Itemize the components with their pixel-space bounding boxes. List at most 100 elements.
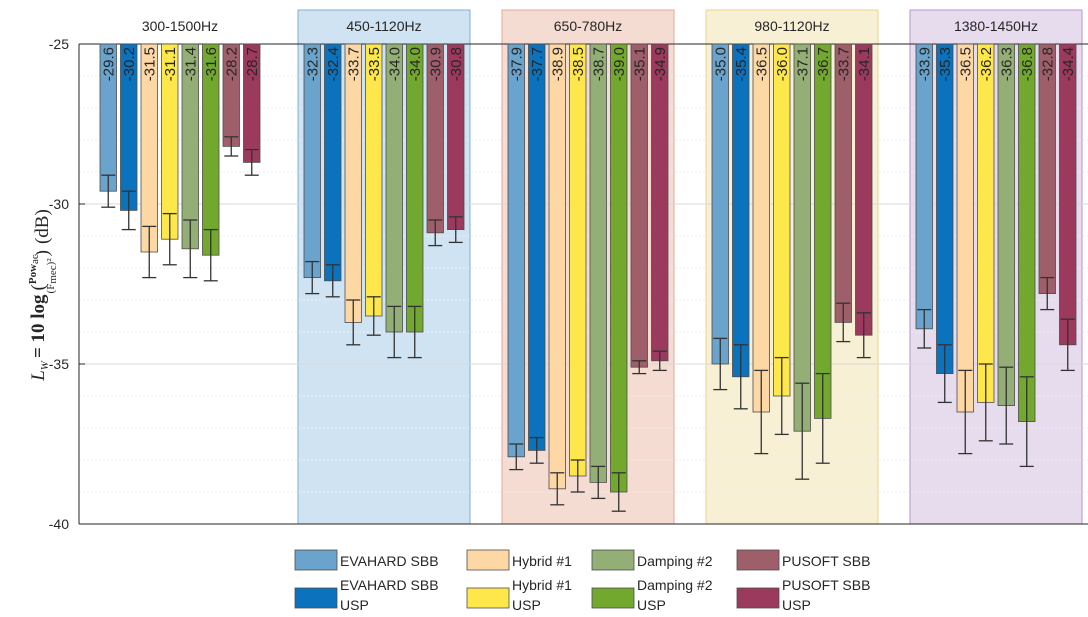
data-label-evahard-sbb-980-1120hz: -35.0 xyxy=(712,47,729,81)
bar-pusoft-sbb-usp-1380-1450hz xyxy=(1059,43,1077,346)
data-label-pusoft-sbb-usp-450-1120hz: -30.8 xyxy=(448,47,465,81)
group-highlight-980-1120hz xyxy=(705,9,879,525)
legend-item-pusoft-sbb: PUSOFT SBB xyxy=(736,549,870,571)
ylabel-denominator-exp: )² xyxy=(45,258,57,266)
legend-swatch xyxy=(466,549,510,571)
category-label: 1380-1450Hz xyxy=(954,18,1038,34)
data-label-pusoft-sbb-450-1120hz: -30.9 xyxy=(427,47,444,81)
data-label-evahard-sbb-usp-650-780hz: -37.7 xyxy=(529,47,546,81)
legend-item-evahard-sbb: EVAHARD SBB xyxy=(294,549,439,571)
data-label-hybrid-1-usp-300-1500hz: -31.1 xyxy=(162,47,179,81)
bar-hybrid-1-1380-1450hz xyxy=(956,43,974,413)
ylabel-rhs: = 10 log xyxy=(28,294,49,358)
bar-damping-2-980-1120hz xyxy=(793,43,811,432)
legend-label: PUSOFT SBB xyxy=(782,553,870,569)
data-label-damping-2-usp-1380-1450hz: -36.8 xyxy=(1019,47,1036,81)
bars-layer xyxy=(99,43,1077,512)
data-label-hybrid-1-1380-1450hz: -36.5 xyxy=(957,47,974,81)
data-label-hybrid-1-300-1500hz: -31.5 xyxy=(141,47,158,81)
bar-hybrid-1-usp-450-1120hz xyxy=(365,43,383,317)
bar-evahard-sbb-usp-650-780hz xyxy=(528,43,546,451)
bar-evahard-sbb-1380-1450hz xyxy=(915,43,933,330)
bar-hybrid-1-usp-650-780hz xyxy=(569,43,587,477)
y-tick-label: -25 xyxy=(49,36,69,52)
legend-label: Damping #2 xyxy=(637,553,713,569)
legend-label: USP xyxy=(782,597,811,613)
legend-swatch xyxy=(736,587,780,609)
data-label-pusoft-sbb-usp-650-780hz: -34.9 xyxy=(652,47,669,81)
legend-label: USP xyxy=(512,597,541,613)
ylabel-denominator-sub: mec xyxy=(47,265,59,283)
legend: EVAHARD SBB EVAHARD SBB USP Hybrid #1 Hybrid… xyxy=(294,549,870,613)
bar-damping-2-650-780hz xyxy=(589,43,607,483)
data-label-pusoft-sbb-980-1120hz: -33.7 xyxy=(835,47,852,81)
legend-swatch xyxy=(294,587,338,609)
data-label-hybrid-1-usp-650-780hz: -38.5 xyxy=(570,47,587,81)
legend-item-evahard-sbb-usp: EVAHARD SBB USP xyxy=(294,577,439,613)
data-labels-layer: -29.6 -30.2 -31.5 -31.1 -31.4 -31.6 -28.2 -28.7… xyxy=(100,47,1077,81)
data-label-pusoft-sbb-usp-980-1120hz: -34.1 xyxy=(856,47,873,81)
legend-item-hybrid-1-usp: Hybrid #1 USP xyxy=(466,577,572,613)
legend-item-damping-2: Damping #2 xyxy=(591,549,713,571)
bar-damping-2-1380-1450hz xyxy=(997,43,1015,407)
bar-damping-2-usp-450-1120hz xyxy=(406,43,424,333)
bar-hybrid-1-450-1120hz xyxy=(344,43,362,323)
legend-swatch xyxy=(591,549,635,571)
y-tick-label: -30 xyxy=(49,196,69,212)
data-label-hybrid-1-450-1120hz: -33.7 xyxy=(345,47,362,81)
category-label: 300-1500Hz xyxy=(142,18,218,34)
data-label-hybrid-1-650-780hz: -38.9 xyxy=(549,47,566,81)
bar-evahard-sbb-usp-1380-1450hz xyxy=(936,43,954,375)
data-label-pusoft-sbb-300-1500hz: -28.2 xyxy=(223,47,240,81)
bar-damping-2-450-1120hz xyxy=(385,43,403,333)
data-label-damping-2-1380-1450hz: -36.3 xyxy=(998,47,1015,81)
data-label-evahard-sbb-650-780hz: -37.9 xyxy=(508,47,525,81)
legend-label: USP xyxy=(340,597,369,613)
data-label-pusoft-sbb-650-780hz: -35.1 xyxy=(631,47,648,81)
data-label-evahard-sbb-usp-450-1120hz: -32.4 xyxy=(325,47,342,81)
data-label-pusoft-sbb-1380-1450hz: -32.8 xyxy=(1039,47,1056,81)
data-label-damping-2-450-1120hz: -34.0 xyxy=(386,47,403,81)
y-tick-label: -35 xyxy=(49,356,69,372)
data-label-hybrid-1-usp-980-1120hz: -36.0 xyxy=(774,47,791,81)
legend-label: USP xyxy=(637,597,666,613)
data-label-evahard-sbb-450-1120hz: -32.3 xyxy=(304,47,321,81)
data-label-damping-2-usp-980-1120hz: -36.7 xyxy=(815,47,832,81)
bar-pusoft-sbb-980-1120hz xyxy=(834,43,852,323)
data-label-pusoft-sbb-usp-300-1500hz: -28.7 xyxy=(244,47,261,81)
data-label-pusoft-sbb-usp-1380-1450hz: -34.4 xyxy=(1060,47,1077,81)
bar-hybrid-1-usp-1380-1450hz xyxy=(977,43,995,403)
ylabel-lhs: L xyxy=(28,370,49,382)
legend-label: Hybrid #1 xyxy=(512,553,572,569)
ylabel-numerator: Pow xyxy=(27,264,39,284)
legend-label: EVAHARD SBB xyxy=(340,553,439,569)
group-highlight-1380-1450hz xyxy=(909,9,1083,525)
ylabel-numerator-sub: ac. xyxy=(29,251,41,264)
group-highlight-450-1120hz xyxy=(297,9,471,525)
legend-item-damping-2-usp: Damping #2 USP xyxy=(591,577,713,613)
data-label-evahard-sbb-300-1500hz: -29.6 xyxy=(100,47,117,81)
bar-evahard-sbb-usp-980-1120hz xyxy=(732,43,750,378)
data-label-damping-2-usp-450-1120hz: -34.0 xyxy=(407,47,424,81)
legend-item-hybrid-1: Hybrid #1 xyxy=(466,549,572,571)
legend-label: PUSOFT SBB xyxy=(782,577,870,593)
legend-label: Damping #2 xyxy=(637,577,713,593)
data-label-hybrid-1-980-1120hz: -36.5 xyxy=(753,47,770,81)
y-axis-label: LW= 10 log(Powac.(Fmec)²)(dB) xyxy=(27,209,59,382)
bar-damping-2-usp-1380-1450hz xyxy=(1018,43,1036,423)
legend-swatch xyxy=(466,587,510,609)
data-label-evahard-sbb-usp-1380-1450hz: -35.3 xyxy=(937,47,954,81)
ylabel-denominator: (F xyxy=(45,284,57,294)
legend-label: EVAHARD SBB xyxy=(340,577,439,593)
bar-pusoft-sbb-usp-980-1120hz xyxy=(855,43,873,336)
data-label-damping-2-980-1120hz: -37.1 xyxy=(794,47,811,81)
category-label: 450-1120Hz xyxy=(346,18,421,34)
group-highlight-650-780hz xyxy=(501,9,675,525)
bar-hybrid-1-980-1120hz xyxy=(752,43,770,413)
legend-swatch xyxy=(591,587,635,609)
bar-evahard-sbb-650-780hz xyxy=(507,43,525,458)
bar-pusoft-sbb-usp-650-780hz xyxy=(651,43,669,362)
category-label: 650-780Hz xyxy=(554,18,623,34)
legend-item-pusoft-sbb-usp: PUSOFT SBB USP xyxy=(736,577,870,613)
bar-hybrid-1-usp-980-1120hz xyxy=(773,43,791,397)
